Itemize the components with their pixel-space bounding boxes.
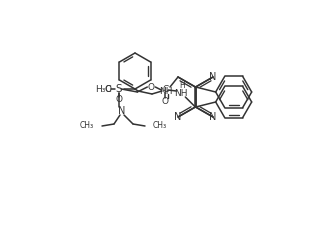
Text: NH: NH — [175, 88, 188, 98]
Text: N: N — [209, 72, 217, 82]
Text: O: O — [105, 84, 111, 94]
Text: H₃C: H₃C — [95, 84, 111, 94]
Text: O: O — [115, 96, 122, 104]
Text: C: C — [162, 85, 168, 95]
Text: N: N — [174, 112, 182, 122]
Text: NH: NH — [159, 86, 173, 96]
Text: O: O — [148, 82, 155, 91]
Text: CH₃: CH₃ — [80, 122, 94, 130]
Text: CH₃: CH₃ — [153, 122, 167, 130]
Text: S: S — [116, 84, 122, 94]
Text: H: H — [179, 82, 185, 90]
Text: N: N — [209, 112, 217, 122]
Text: N: N — [118, 106, 126, 116]
Text: O: O — [162, 98, 169, 106]
